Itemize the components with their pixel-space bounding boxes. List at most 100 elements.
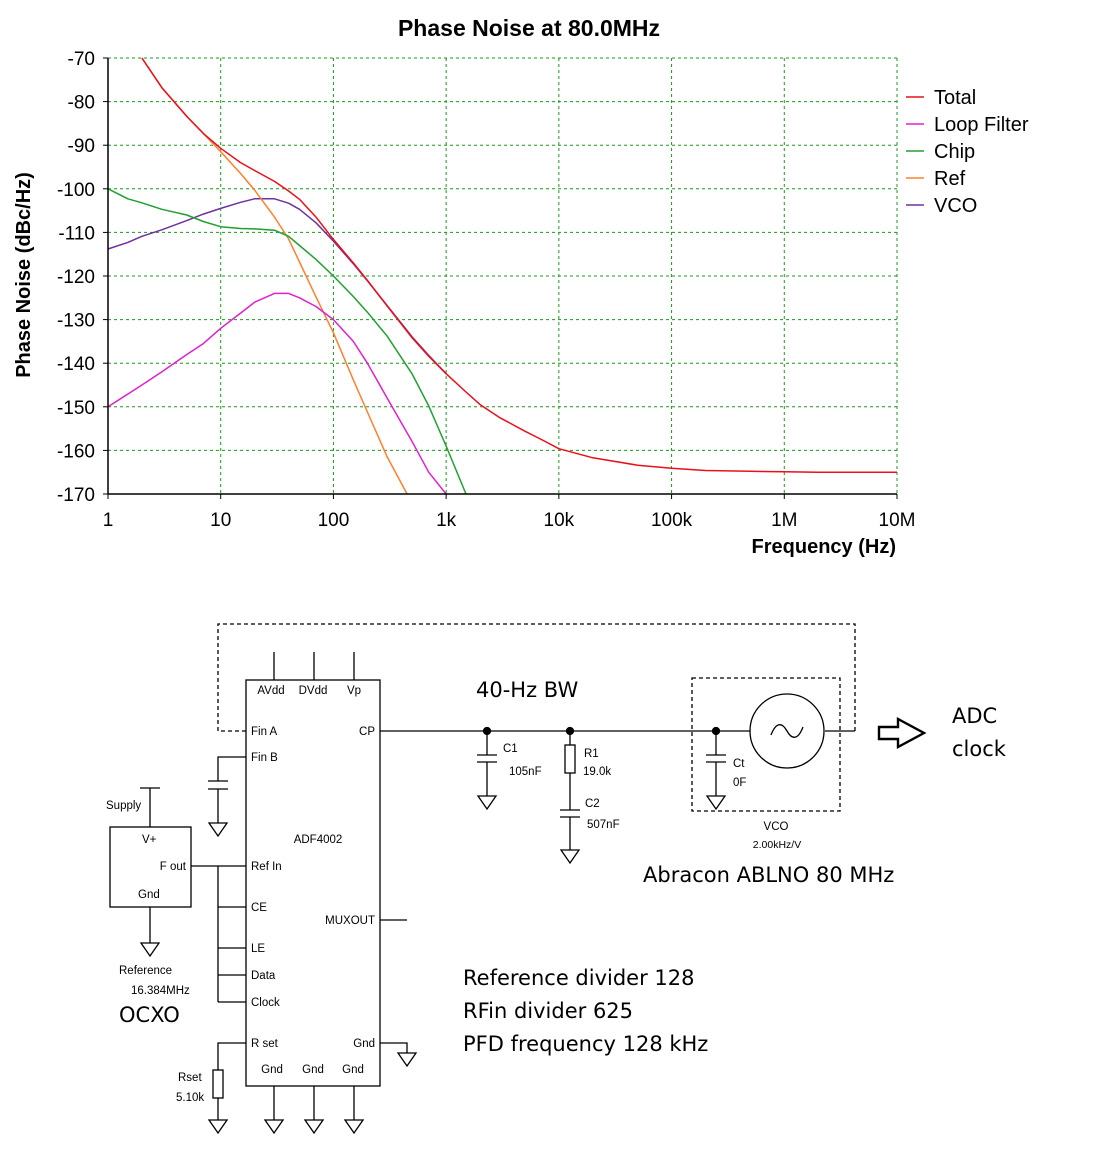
- pin-muxout: MUXOUT: [325, 915, 375, 927]
- ground-symbol: [705, 795, 727, 811]
- vco-symbol: [749, 693, 825, 769]
- sine-icon: [770, 724, 804, 738]
- vco-gain: 2.00kHz/V: [753, 839, 801, 851]
- chip-body: [245, 679, 381, 1087]
- pin-rset: R set: [251, 1038, 279, 1050]
- r1-name: R1: [584, 748, 599, 760]
- rset-value: 5.10k: [176, 1092, 204, 1104]
- r1-value: 19.0k: [583, 766, 611, 778]
- pin-fin-b: Fin B: [251, 752, 278, 764]
- x-axis-label: Frequency (Hz): [752, 536, 896, 558]
- reference-freq: 16.384MHz: [131, 985, 190, 997]
- osc-pin-fout: F out: [160, 861, 187, 873]
- divider-note-3: PFD frequency 128 kHz: [463, 1032, 708, 1056]
- pin-gnd-bottom-3: Gnd: [342, 1064, 364, 1076]
- y-tick-label: -170: [57, 485, 95, 506]
- legend-label: Total: [934, 87, 976, 109]
- arrow-right-icon: [877, 716, 927, 750]
- y-axis-label: Phase Noise (dBc/Hz): [13, 172, 35, 378]
- pin-cp: CP: [359, 726, 375, 738]
- pin-clock: Clock: [251, 997, 280, 1009]
- ct-value: 0F: [733, 777, 746, 789]
- bw-note: 40-Hz BW: [476, 678, 578, 702]
- ocxo-note: OCXO: [119, 1003, 180, 1027]
- divider-note-2: RFin divider 625: [463, 999, 633, 1023]
- ground-symbol: [559, 849, 581, 865]
- series-line-total: [141, 57, 897, 473]
- chart-legend: Total Loop Filter Chip Ref VCO: [906, 87, 1029, 217]
- c1-name: C1: [503, 743, 518, 755]
- pin-le: LE: [251, 943, 265, 955]
- pin-fin-a: Fin A: [251, 726, 278, 738]
- annotations: 40-Hz BW ADC clock Abracon ABLNO 80 MHz …: [119, 678, 1007, 1056]
- ground-symbol: [343, 1119, 365, 1135]
- ct-name: Ct: [733, 758, 745, 770]
- y-tick-label: -70: [68, 49, 95, 70]
- y-tick-label: -120: [57, 267, 95, 288]
- pin-ce: CE: [251, 902, 267, 914]
- legend-label: Chip: [934, 141, 975, 163]
- y-tick-label: -160: [57, 441, 95, 462]
- c2-value: 507nF: [587, 819, 620, 831]
- x-tick-label: 10k: [544, 510, 575, 531]
- series-line-chip: [107, 188, 467, 495]
- y-tick-label: -90: [68, 136, 95, 157]
- pin-data: Data: [251, 970, 276, 982]
- rset-name: Rset: [178, 1072, 202, 1084]
- ground-symbol: [207, 1119, 229, 1135]
- x-tick-label: 100k: [651, 510, 693, 531]
- pin-vp: Vp: [347, 685, 361, 697]
- y-tick-label: -140: [57, 354, 95, 375]
- feedback-loop-dashed: [217, 623, 856, 732]
- pin-gnd-right: Gnd: [353, 1038, 375, 1050]
- plot-curves: [107, 57, 897, 495]
- series-line-loop-filter: [107, 292, 447, 495]
- schematic-labels: AVdd DVdd Vp Fin A Fin B Ref In CE LE Da…: [106, 685, 801, 1104]
- abracon-note: Abracon ABLNO 80 MHz: [643, 863, 894, 887]
- legend-label: Loop Filter: [934, 114, 1029, 136]
- pin-ref-in: Ref In: [251, 861, 282, 873]
- ground-symbol: [303, 1119, 325, 1135]
- pin-gnd-bottom-2: Gnd: [302, 1064, 324, 1076]
- chart-title: Phase Noise at 80.0MHz: [398, 15, 660, 41]
- y-tick-label: -80: [68, 93, 95, 114]
- ground-symbol: [139, 942, 161, 958]
- x-tick-label: 1: [103, 510, 114, 531]
- pin-avdd: AVdd: [257, 685, 284, 697]
- legend-label: VCO: [934, 195, 977, 217]
- supply-label: Supply: [106, 800, 141, 812]
- c2-name: C2: [585, 798, 600, 810]
- ground-symbol: [476, 795, 498, 811]
- ground-symbol: [396, 1052, 418, 1068]
- chip-name: ADF4002: [294, 834, 343, 846]
- x-tick-label: 10M: [879, 510, 916, 531]
- legend-label: Ref: [934, 168, 966, 190]
- x-tick-label: 100: [318, 510, 350, 531]
- y-tick-label: -130: [57, 311, 95, 332]
- ground-symbol: [207, 822, 229, 838]
- osc-pin-vplus: V+: [142, 834, 157, 846]
- reference-label: Reference: [119, 965, 172, 977]
- rset-resistor: [212, 1069, 224, 1099]
- plot-grid: [108, 57, 898, 494]
- x-tick-label: 10: [210, 510, 231, 531]
- y-tick-label: -100: [57, 180, 95, 201]
- pin-gnd-bottom-1: Gnd: [261, 1064, 283, 1076]
- pin-dvdd: DVdd: [299, 685, 328, 697]
- vco-name: VCO: [764, 821, 789, 833]
- osc-pin-gnd: Gnd: [138, 889, 160, 901]
- adc-clock-line2: clock: [952, 737, 1007, 761]
- ground-symbol: [263, 1119, 285, 1135]
- y-tick-label: -110: [58, 223, 95, 244]
- vco-dashed-box: [691, 677, 841, 812]
- y-tick-label: -150: [57, 398, 95, 419]
- x-tick-label: 1M: [771, 510, 797, 531]
- plot-axes: 1 10 100 1k 10k 100k 1M 10M -70 -80 -90 -100 -110 -12…: [57, 49, 916, 531]
- adc-clock-line1: ADC: [952, 704, 997, 728]
- pll-schematic: AVdd DVdd Vp Fin A Fin B Ref In CE LE Da…: [106, 623, 1007, 1135]
- divider-note-1: Reference divider 128: [463, 966, 695, 990]
- x-tick-label: 1k: [436, 510, 457, 531]
- r1-resistor: [564, 744, 576, 774]
- c1-value: 105nF: [509, 766, 542, 778]
- phase-noise-chart: Phase Noise at 80.0MHz Phase Noise (dBc/…: [13, 15, 1029, 558]
